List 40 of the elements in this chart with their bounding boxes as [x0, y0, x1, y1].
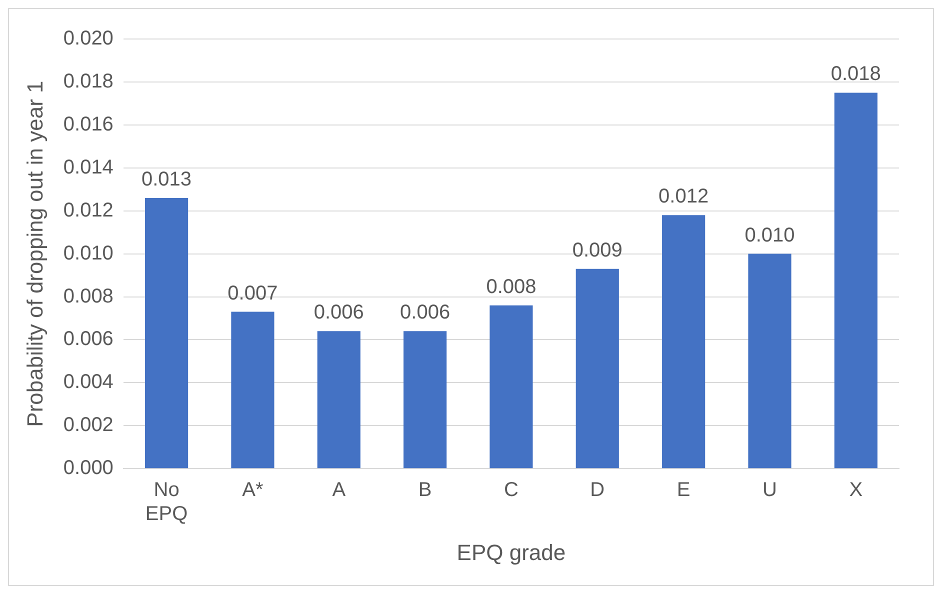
- x-tick-label: E: [676, 479, 690, 502]
- bar: [490, 305, 533, 468]
- y-tick-label: 0.002: [63, 414, 114, 436]
- y-tick-label: 0.000: [63, 457, 114, 480]
- data-label: 0.012: [658, 186, 709, 208]
- x-tick-label: D: [590, 479, 605, 502]
- data-label: 0.010: [744, 224, 795, 246]
- y-axis-title: Probability of dropping out in year 1: [22, 80, 48, 427]
- y-tick-label: 0.008: [63, 285, 114, 308]
- y-tick-label: 0.020: [63, 28, 114, 50]
- y-tick-label: 0.006: [63, 328, 114, 350]
- bar: [834, 92, 878, 468]
- data-label: 0.008: [486, 276, 536, 298]
- bar: [404, 331, 447, 468]
- bar: [231, 312, 274, 468]
- x-tick-label: C: [504, 479, 518, 502]
- x-tick-label: X: [849, 479, 863, 502]
- data-label: 0.007: [228, 282, 278, 304]
- y-tick-label: 0.014: [63, 156, 114, 178]
- x-tick-label: U: [762, 479, 777, 502]
- bar: [576, 268, 619, 468]
- x-axis-title: EPQ grade: [456, 540, 566, 565]
- y-tick-label: 0.016: [63, 113, 114, 136]
- y-tick-label: 0.004: [63, 371, 114, 394]
- y-tick-label: 0.018: [63, 70, 114, 92]
- x-tick-label: A*: [242, 479, 264, 502]
- bar: [748, 254, 792, 468]
- x-tick-label: B: [418, 479, 432, 502]
- data-label: 0.009: [572, 239, 622, 262]
- data-label: 0.013: [142, 168, 192, 190]
- y-tick-label: 0.012: [63, 199, 114, 222]
- data-label: 0.006: [314, 302, 364, 324]
- bar: [662, 215, 706, 468]
- x-tick-label: A: [332, 479, 346, 502]
- bar: [144, 198, 188, 468]
- data-label: 0.018: [830, 63, 881, 86]
- y-tick-label: 0.010: [63, 242, 114, 264]
- bar: [317, 331, 360, 468]
- data-label: 0.006: [400, 302, 450, 324]
- x-tick-label: No EPQ: [145, 479, 188, 526]
